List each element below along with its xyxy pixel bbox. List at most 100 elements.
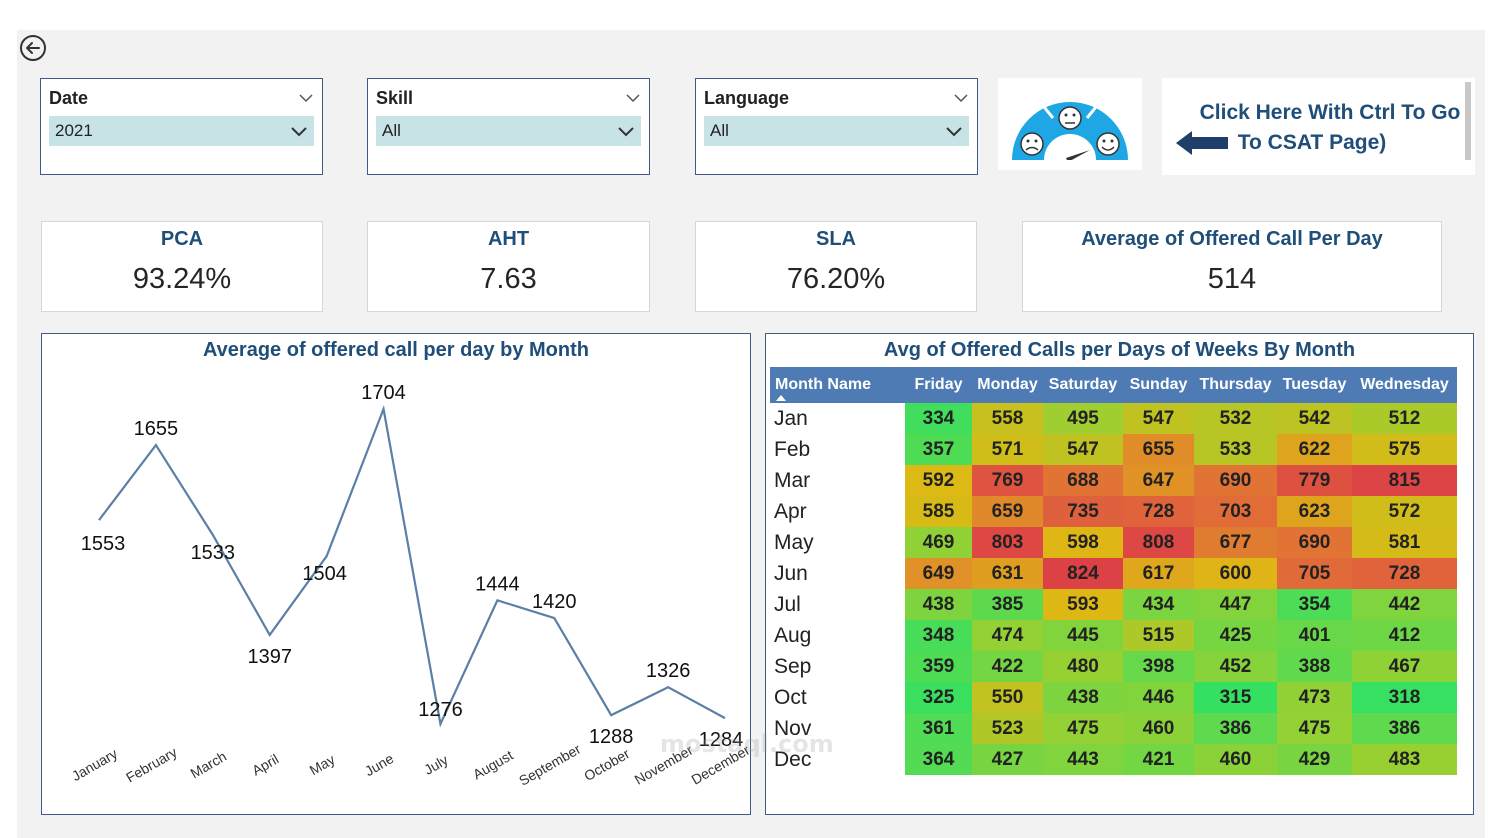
kpi-card-sla: SLA 76.20% (695, 221, 977, 312)
matrix-cell: 515 (1123, 620, 1194, 651)
matrix-cell: 318 (1352, 682, 1457, 713)
row-header-month: Dec (770, 744, 905, 775)
matrix-row: Jan 334 558 495 547 532 542 512 (770, 403, 1457, 434)
column-header-tuesday[interactable]: Tuesday (1277, 367, 1352, 403)
csat-link-line-2: To CSAT Page) (1237, 131, 1387, 154)
x-tick-label: June (362, 750, 396, 779)
satisfaction-gauge-icon (1012, 101, 1128, 160)
sort-ascending-icon (776, 395, 786, 401)
data-label: 1655 (134, 418, 179, 440)
matrix-cell: 446 (1123, 682, 1194, 713)
matrix-cell: 334 (905, 403, 972, 434)
chevron-down-icon[interactable] (298, 90, 314, 106)
matrix-cell: 359 (905, 651, 972, 682)
matrix-cell: 659 (972, 496, 1043, 527)
matrix-cell: 688 (1043, 465, 1123, 496)
skill-slicer[interactable]: Skill All (367, 78, 650, 175)
row-header-month: Aug (770, 620, 905, 651)
column-header-saturday[interactable]: Saturday (1043, 367, 1123, 403)
kpi-card-aht: AHT 7.63 (367, 221, 650, 312)
line-chart: 1553 January 1655 February 1533 March 1397 Apri… (69, 382, 750, 789)
column-header-sunday[interactable]: Sunday (1123, 367, 1194, 403)
chevron-down-icon (946, 127, 962, 137)
language-slicer-label: Language (704, 87, 790, 108)
matrix-cell: 803 (972, 527, 1043, 558)
matrix-cell: 623 (1277, 496, 1352, 527)
matrix-cell: 325 (905, 682, 972, 713)
matrix-cell: 647 (1123, 465, 1194, 496)
matrix-cell: 690 (1277, 527, 1352, 558)
matrix-cell: 690 (1194, 465, 1277, 496)
matrix-cell: 425 (1194, 620, 1277, 651)
matrix-cell: 438 (1043, 682, 1123, 713)
date-value: 2021 (55, 121, 93, 140)
matrix-header-row: Month Name Friday Monday Saturday Sunday Thu… (770, 367, 1457, 403)
matrix-cell: 474 (972, 620, 1043, 651)
series-line (98, 404, 726, 728)
column-header-month[interactable]: Month Name (770, 367, 905, 403)
matrix-cell: 655 (1123, 434, 1194, 465)
matrix-cell: 427 (972, 744, 1043, 775)
back-button[interactable] (20, 35, 46, 61)
csat-page-link[interactable]: Click Here With Ctrl To Go To CSAT Page) (1162, 78, 1475, 175)
matrix-row: Sep 359 422 480 398 452 388 467 (770, 651, 1457, 682)
chart-title: Average of offered call per day by Month (202, 339, 589, 361)
matrix-cell: 460 (1123, 713, 1194, 744)
column-header-monday[interactable]: Monday (972, 367, 1043, 403)
chevron-down-icon[interactable] (953, 90, 969, 106)
matrix-cell: 315 (1194, 682, 1277, 713)
matrix-cell: 735 (1043, 496, 1123, 527)
matrix-row: May 469 803 598 808 677 690 581 (770, 527, 1457, 558)
matrix-cell: 475 (1043, 713, 1123, 744)
matrix-cell: 703 (1194, 496, 1277, 527)
data-label: 1533 (191, 542, 236, 564)
matrix-row: Aug 348 474 445 515 425 401 412 (770, 620, 1457, 651)
matrix-cell: 533 (1194, 434, 1277, 465)
matrix-cell: 677 (1194, 527, 1277, 558)
matrix-cell: 523 (972, 713, 1043, 744)
matrix-cell: 422 (972, 651, 1043, 682)
data-label: 1276 (418, 699, 463, 721)
matrix-cell: 592 (905, 465, 972, 496)
matrix-title: Avg of Offered Calls per Days of Weeks B… (883, 339, 1356, 361)
row-header-month: Jun (770, 558, 905, 589)
matrix-cell: 447 (1194, 589, 1277, 620)
date-slicer[interactable]: Date 2021 (40, 78, 323, 175)
column-header-friday[interactable]: Friday (905, 367, 972, 403)
column-header-wednesday[interactable]: Wednesday (1352, 367, 1457, 403)
matrix-cell: 475 (1277, 713, 1352, 744)
matrix-row: Apr 585 659 735 728 703 623 572 (770, 496, 1457, 527)
matrix-cell: 808 (1123, 527, 1194, 558)
matrix-cell: 649 (905, 558, 972, 589)
matrix-cell: 571 (972, 434, 1043, 465)
data-label: 1553 (81, 533, 126, 555)
matrix-cell: 438 (905, 589, 972, 620)
matrix-cell: 445 (1043, 620, 1123, 651)
kpi-card-avg-offered: Average of Offered Call Per Day 514 (1022, 221, 1442, 312)
row-header-month: Apr (770, 496, 905, 527)
matrix-cell: 421 (1123, 744, 1194, 775)
matrix-cell: 542 (1277, 403, 1352, 434)
matrix-cell: 483 (1352, 744, 1457, 775)
chevron-down-icon[interactable] (625, 90, 641, 106)
matrix-cell: 824 (1043, 558, 1123, 589)
language-slicer[interactable]: Language All (695, 78, 978, 175)
scrollbar[interactable] (1465, 82, 1471, 160)
matrix-cell: 572 (1352, 496, 1457, 527)
date-dropdown[interactable]: 2021 (49, 116, 314, 146)
matrix-cell: 398 (1123, 651, 1194, 682)
x-tick-label: October (581, 745, 632, 784)
skill-dropdown[interactable]: All (376, 116, 641, 146)
matrix-cell: 443 (1043, 744, 1123, 775)
kpi-label: PCA (160, 228, 204, 250)
matrix-cell: 550 (972, 682, 1043, 713)
arrow-left-icon (26, 42, 40, 54)
matrix-row: Mar 592 769 688 647 690 779 815 (770, 465, 1457, 496)
matrix-cell: 364 (905, 744, 972, 775)
language-dropdown[interactable]: All (704, 116, 969, 146)
watermark: mostaql.com (660, 730, 834, 758)
column-header-thursday[interactable]: Thursday (1194, 367, 1277, 403)
csat-gauge-button[interactable] (998, 78, 1142, 170)
row-header-month: Nov (770, 713, 905, 744)
kpi-label: SLA (816, 228, 856, 250)
